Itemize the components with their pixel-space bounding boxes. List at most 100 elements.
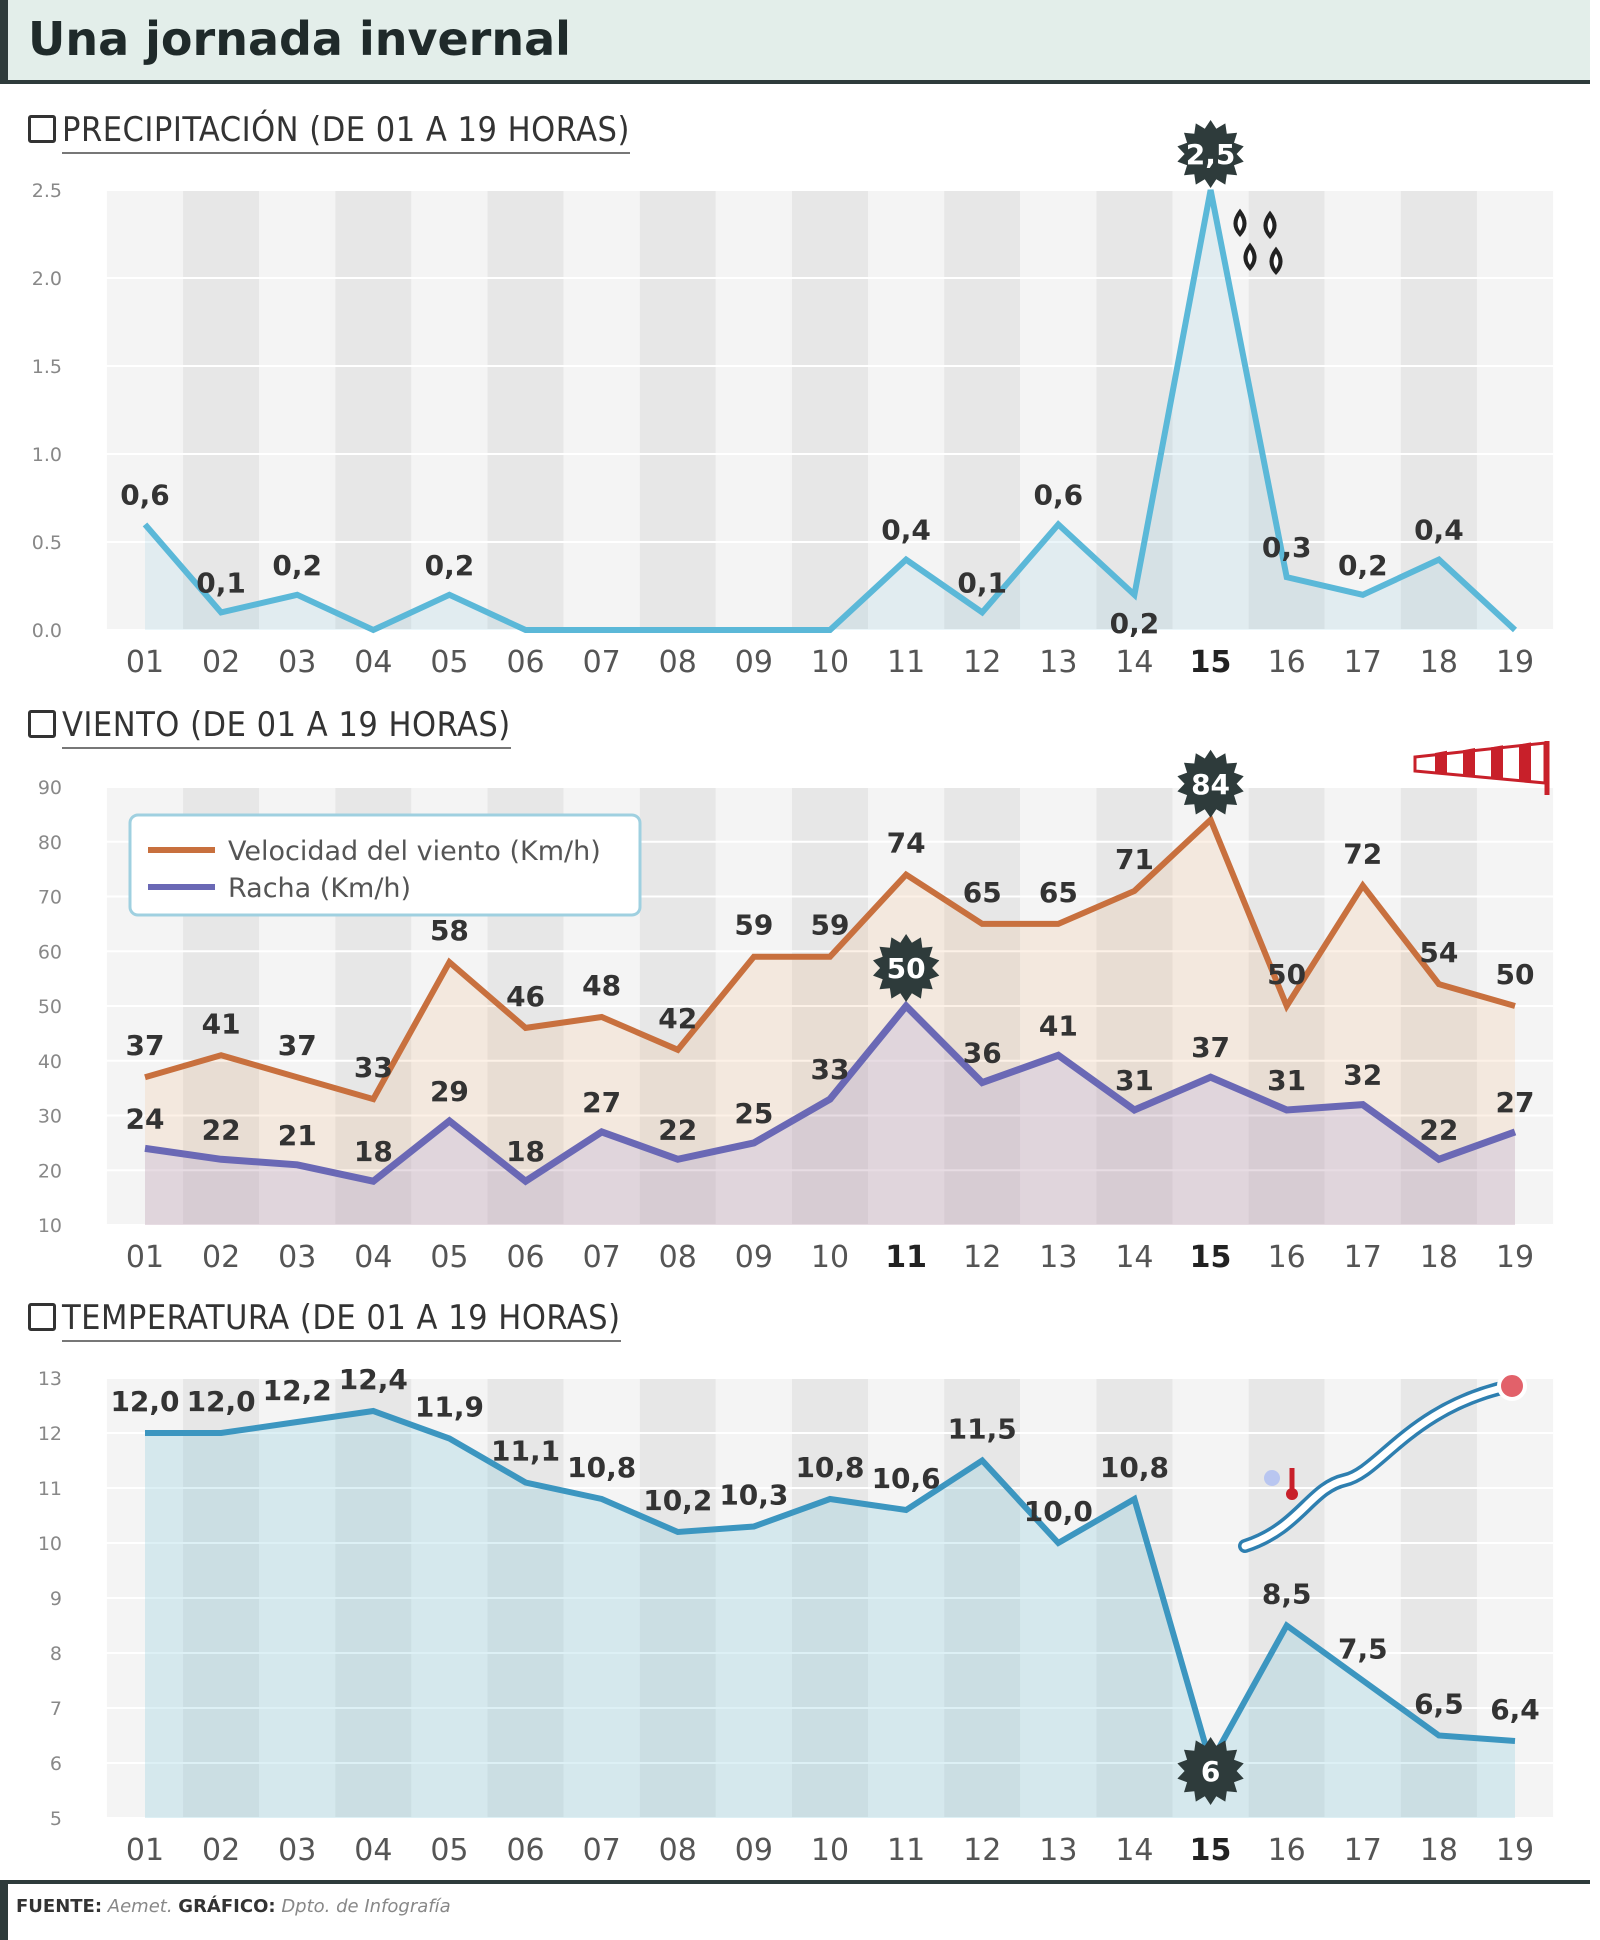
- wind-speed-data-label: 65: [1039, 876, 1078, 909]
- precipitation-data-label: 0,2: [1110, 607, 1160, 640]
- x-tick-label: 12: [963, 1833, 1001, 1868]
- x-tick-label: 04: [354, 1833, 392, 1868]
- y-tick-label: 0.0: [32, 620, 62, 642]
- gust-area: [145, 1006, 1515, 1225]
- temperature-data-label: 12,4: [339, 1363, 408, 1396]
- x-tick-label: 02: [202, 1833, 240, 1868]
- y-tick-label: 5: [50, 1808, 62, 1830]
- raindrop-icon: [1233, 208, 1247, 237]
- x-tick-label: 11: [887, 1833, 925, 1868]
- x-tick-label: 07: [583, 645, 621, 680]
- thermometer-bulb: [1497, 1371, 1527, 1401]
- x-tick-label: 05: [430, 1240, 468, 1275]
- temperature-line: [145, 1407, 1516, 1771]
- y-tick-label: 13: [38, 1368, 62, 1390]
- gust-data-label: 22: [658, 1113, 697, 1146]
- grid-band: [1324, 190, 1401, 630]
- checkbox-icon: [28, 709, 56, 738]
- gust-data-label: 25: [734, 1097, 773, 1130]
- precipitation-data-label: 0,1: [196, 566, 246, 599]
- wind-speed-data-label: 59: [734, 909, 773, 942]
- precipitation-peak-badge: 2,5: [1177, 120, 1244, 188]
- wind-speed-data-label: 42: [658, 1002, 697, 1035]
- wind-speed-data-label: 46: [506, 980, 545, 1013]
- x-tick-label: 19: [1496, 645, 1534, 680]
- temperature-data-label: 8,5: [1262, 1578, 1312, 1611]
- x-tick-label: 14: [1115, 1240, 1153, 1275]
- y-tick-label: 1.0: [32, 444, 62, 466]
- wind-speed-data-label: 74: [887, 827, 926, 860]
- precip-section-title: PRECIPITACIÓN (DE 01 A 19 HORAS): [28, 110, 630, 154]
- windsock-icon: [1413, 741, 1550, 795]
- legend-box: [128, 813, 642, 917]
- x-tick-label: 18: [1420, 1240, 1458, 1275]
- x-tick-label: 03: [278, 1833, 316, 1868]
- temperature-data-label: 6,4: [1490, 1693, 1540, 1726]
- grid-band: [791, 190, 869, 630]
- x-tick-label: 01: [126, 1833, 164, 1868]
- precipitation-data-label: 0,6: [120, 478, 170, 511]
- title-accent: [0, 0, 8, 84]
- temperature-data-label: 10,8: [1100, 1451, 1169, 1484]
- precipitation-data-label: 0,2: [272, 549, 322, 582]
- gust-data-label: 33: [811, 1053, 850, 1086]
- temperature-min-badge: 6: [1177, 1737, 1244, 1805]
- raindrop-icon: [1263, 210, 1277, 239]
- x-tick-label: 15: [1190, 1240, 1232, 1275]
- x-tick-label: 07: [583, 1240, 621, 1275]
- legend: Velocidad del viento (Km/h) Racha (Km/h): [128, 813, 642, 917]
- grid-band: [411, 190, 488, 630]
- y-tick-label: 6: [50, 1753, 62, 1775]
- y-tick-label: 50: [38, 996, 62, 1018]
- windsock-stripe: [1463, 748, 1475, 777]
- x-tick-label: 19: [1496, 1833, 1534, 1868]
- title-bar: Una jornada invernal: [0, 0, 1590, 84]
- y-tick-label: 10: [38, 1215, 62, 1237]
- badge-value: 84: [1191, 768, 1230, 801]
- x-tick-label: 19: [1496, 1240, 1534, 1275]
- x-tick-label: 08: [659, 1240, 697, 1275]
- temperature-data-label: 10,3: [719, 1479, 788, 1512]
- grid-band: [563, 190, 640, 630]
- gust-data-label: 22: [202, 1113, 241, 1146]
- temperature-data-label: 10,8: [795, 1451, 864, 1484]
- x-tick-label: 11: [887, 645, 925, 680]
- raindrop-icon: [1269, 246, 1283, 275]
- x-tick-label: 08: [659, 1833, 697, 1868]
- precipitation-data-label: 0,6: [1034, 478, 1084, 511]
- wind-speed-data-label: 71: [1115, 843, 1154, 876]
- y-tick-label: 0.5: [32, 532, 62, 554]
- gust-data-label: 27: [1496, 1086, 1535, 1119]
- grid-band: [1248, 190, 1325, 630]
- y-tick-label: 2.0: [32, 268, 62, 290]
- temperature-data-label: 10,8: [567, 1451, 636, 1484]
- gust-data-label: 27: [582, 1086, 621, 1119]
- x-tick-label: 03: [278, 645, 316, 680]
- wind-speed-line: [144, 814, 1516, 1103]
- x-tick-label: 18: [1420, 1833, 1458, 1868]
- x-tick-label: 01: [126, 645, 164, 680]
- gust-data-label: 18: [354, 1135, 393, 1168]
- x-tick-label: 10: [811, 645, 849, 680]
- wind-speed-data-label: 50: [1496, 958, 1535, 991]
- x-tick-label: 13: [1039, 1833, 1077, 1868]
- wind-speed-data-label: 50: [1267, 958, 1306, 991]
- x-tick-label: 02: [202, 1240, 240, 1275]
- grid-band: [183, 190, 260, 630]
- temperature-chart: 5 6 7 8 9 10 11 12 13 01 02 03 04 05 06 07 08 09 10 11 12 13 1…: [38, 1363, 1554, 1868]
- temperature-data-label: 10,2: [643, 1484, 712, 1517]
- x-tick-label: 13: [1039, 645, 1077, 680]
- y-tick-label: 20: [38, 1160, 62, 1182]
- grid-band: [487, 190, 564, 630]
- wind-speed-data-label: 33: [354, 1051, 393, 1084]
- x-tick-label: 02: [202, 645, 240, 680]
- wind-speed-data-label: 37: [126, 1029, 165, 1062]
- page-title: Una jornada invernal: [28, 12, 571, 66]
- gust-data-label: 24: [126, 1102, 165, 1135]
- grid-band: [1096, 190, 1173, 630]
- gust-data-label: 32: [1343, 1059, 1382, 1092]
- x-tick-label: 03: [278, 1240, 316, 1275]
- temperature-data-label: 6,5: [1414, 1688, 1464, 1721]
- thermometer-icon: [1238, 1371, 1527, 1553]
- badge-value: 6: [1201, 1755, 1220, 1788]
